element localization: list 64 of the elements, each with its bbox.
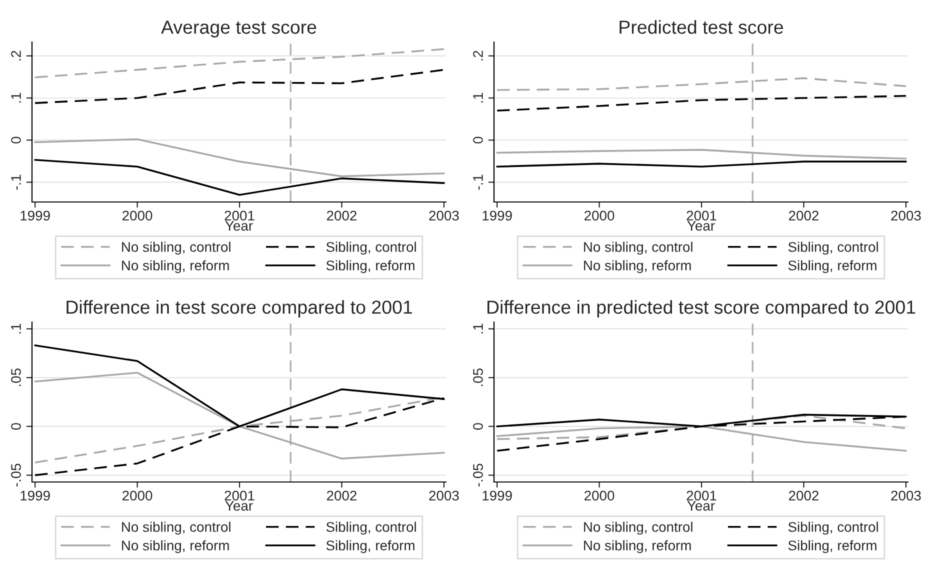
y-tick-label: .2 [473, 50, 483, 60]
y-tick-label: .1 [473, 92, 483, 103]
legend-label: Sibling, control [788, 522, 878, 535]
y-tick-label: -.05 [11, 464, 21, 487]
legend-label: No sibling, reform [584, 260, 691, 274]
y-tick-label: .1 [11, 324, 21, 334]
y-tick-label: .05 [473, 368, 483, 386]
chart-title: Difference in test score compared to 2001 [66, 300, 412, 318]
x-tick-label: 2003 [429, 210, 459, 221]
x-tick-label: 2002 [788, 210, 818, 221]
x-axis-title: Year [225, 221, 253, 231]
legend-label: No sibling, reform [122, 260, 229, 274]
x-tick-label: 2000 [584, 490, 614, 501]
x-tick-label: 1999 [20, 490, 50, 501]
legend-label: Sibling, reform [326, 540, 414, 554]
legend-label: No sibling, control [584, 522, 692, 535]
y-tick-label: 0 [473, 423, 483, 430]
line-series [496, 94, 907, 112]
x-tick-label: 2001 [224, 490, 254, 501]
legend-label: No sibling, reform [584, 540, 691, 554]
chart-title: Average test score [161, 20, 316, 38]
y-tick-label: 0 [473, 136, 483, 144]
x-tick-label: 2001 [686, 490, 716, 501]
y-tick-label: .1 [11, 92, 21, 103]
x-tick-label: 2003 [429, 490, 459, 501]
x-tick-label: 2003 [891, 490, 921, 501]
x-axis-title: Year [687, 221, 715, 231]
legend-label: Sibling, reform [788, 540, 876, 554]
legend-label: Sibling, control [788, 242, 878, 255]
y-tick-label: 0 [11, 136, 21, 144]
legend-label: No sibling, reform [122, 540, 229, 554]
line-series [34, 48, 445, 78]
y-tick-label: .2 [11, 50, 21, 60]
line-series [34, 68, 445, 104]
x-tick-label: 2001 [686, 210, 716, 221]
chart-title: Predicted test score [620, 20, 784, 34]
y-tick-label: .1 [473, 324, 483, 334]
legend-label: No sibling, control [122, 242, 230, 255]
x-tick-label: 2002 [788, 490, 818, 501]
legend-label: Sibling, reform [788, 260, 876, 274]
x-tick-label: 1999 [482, 210, 512, 221]
x-tick-label: 1999 [482, 490, 512, 501]
y-tick-label: -.1 [11, 174, 21, 190]
y-tick-label: .05 [11, 368, 21, 386]
x-tick-label: 2002 [326, 490, 356, 501]
x-tick-label: 2002 [326, 210, 356, 221]
x-tick-label: 1999 [20, 210, 50, 221]
legend-label: No sibling, control [122, 522, 230, 535]
legend-label: No sibling, control [584, 242, 692, 255]
x-tick-label: 2000 [122, 490, 152, 501]
line-series [34, 138, 445, 178]
x-axis-title: Year [225, 501, 253, 511]
legend-label: Sibling, control [326, 242, 416, 255]
x-tick-label: 2000 [122, 210, 152, 221]
y-tick-label: 0 [11, 423, 21, 430]
x-tick-label: 2003 [891, 210, 921, 221]
y-tick-label: -.1 [473, 174, 483, 190]
chart-title: Difference in predicted test score compared to 2001 [487, 300, 916, 318]
legend-label: Sibling, reform [326, 260, 414, 274]
x-tick-label: 2000 [584, 210, 614, 221]
y-tick-label: -.05 [473, 464, 483, 487]
legend-label: Sibling, control [326, 522, 416, 535]
x-tick-label: 2001 [224, 210, 254, 221]
x-axis-title: Year [687, 501, 715, 511]
